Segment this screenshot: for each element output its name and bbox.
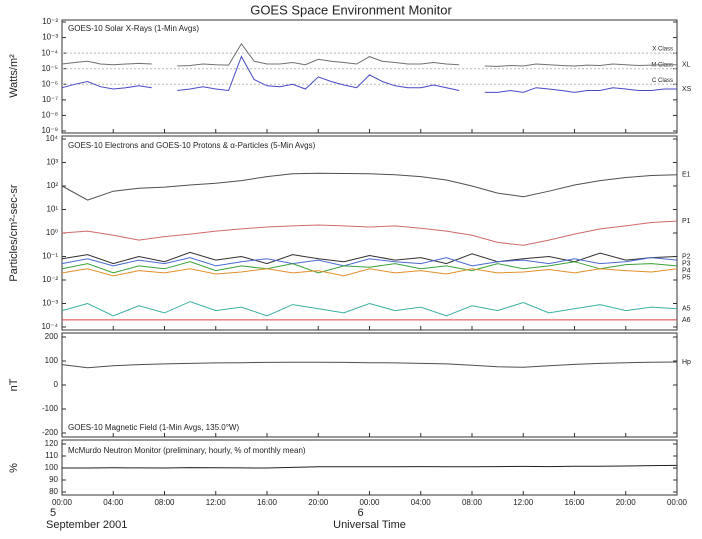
series-line [61, 55, 677, 93]
class-label: C Class [652, 78, 673, 84]
series-line [61, 268, 678, 277]
legend-label: P1 [682, 218, 691, 225]
y-tick-label: 80 [49, 487, 58, 496]
y-tick-label: 10⁻² [42, 17, 58, 26]
y-tick-label: 10⁻¹ [42, 252, 58, 261]
y-tick-label: -200 [42, 428, 59, 437]
legend-label: P4 [682, 267, 691, 274]
series-line [62, 464, 678, 469]
y-tick-label: 10⁻⁶ [42, 79, 58, 88]
day-label: 5 [50, 507, 56, 519]
panel-frame [61, 135, 678, 331]
y-tick-label: 10⁻⁴ [41, 322, 58, 331]
legend-label: P2 [682, 253, 691, 260]
x-tick-label: 20:00 [616, 498, 637, 507]
y-axis-label: nT [8, 378, 20, 391]
panel-frame [61, 332, 678, 438]
legend-label: XS [682, 86, 692, 93]
series-line [61, 172, 678, 201]
x-tick-label: 20:00 [308, 498, 329, 507]
y-tick-label: 120 [45, 439, 59, 448]
legend-label: E1 [682, 172, 691, 179]
series-line [61, 220, 678, 246]
y-tick-label: 0 [54, 380, 59, 389]
y-tick-label: 10³ [46, 158, 58, 167]
x-tick-label: 00:00 [667, 498, 688, 507]
y-tick-label: 200 [45, 332, 59, 341]
panel-title: McMurdo Neutron Monitor (preliminary, ho… [68, 446, 306, 455]
x-tick-label: 00:00 [359, 498, 380, 507]
y-tick-label: 100 [45, 463, 59, 472]
x-tick-label: 12:00 [206, 498, 227, 507]
x-tick-label: 16:00 [257, 498, 278, 507]
panel-frame [61, 19, 678, 134]
legend-label: Hp [682, 359, 691, 366]
y-tick-label: -100 [42, 404, 59, 413]
y-tick-label: 10⁻⁷ [42, 95, 58, 104]
legend-label: XL [682, 62, 691, 69]
legend-label: P5 [682, 274, 691, 281]
legend-label: P3 [682, 260, 691, 267]
y-tick-label: 10⁻³ [42, 33, 58, 42]
y-tick-label: 10² [46, 181, 58, 190]
class-label: M Class [651, 62, 673, 68]
series-line [61, 257, 678, 267]
legend-label: A6 [682, 317, 691, 324]
y-tick-label: 10⁻³ [42, 299, 58, 308]
x-tick-label: 04:00 [411, 498, 432, 507]
y-axis-label: % [8, 463, 20, 473]
y-tick-label: 100 [45, 356, 59, 365]
x-tick-label: 04:00 [103, 498, 124, 507]
y-tick-label: 90 [49, 475, 58, 484]
series-line [61, 42, 677, 67]
y-tick-label: 10⁻⁵ [42, 64, 58, 73]
y-tick-label: 10⁻⁹ [41, 126, 58, 135]
legend-label: A5 [682, 306, 691, 313]
series-line [61, 361, 678, 369]
panel-title: GOES-10 Electrons and GOES-10 Protons & … [68, 141, 316, 150]
y-tick-label: 10¹ [46, 205, 58, 214]
x-tick-label: 12:00 [513, 498, 534, 507]
x-tick-label: 08:00 [154, 498, 175, 507]
day-label: 6 [358, 507, 364, 519]
class-label: X Class [652, 47, 673, 53]
y-axis-label: Watts/m² [8, 54, 20, 98]
y-tick-label: 10⁻² [42, 275, 58, 284]
x-tick-label: 00:00 [52, 498, 73, 507]
panel-title: GOES-10 Magnetic Field (1-Min Avgs, 135.… [68, 423, 239, 432]
date-label: September 2001 [46, 519, 127, 531]
y-tick-label: 110 [45, 451, 58, 460]
panel-title: GOES-10 Solar X-Rays (1-Min Avgs) [68, 24, 199, 33]
y-tick-label: 10⁻⁸ [42, 111, 59, 120]
y-tick-label: 10⁻⁴ [41, 48, 58, 57]
y-tick-label: 10⁴ [46, 134, 59, 143]
x-axis-label: Universal Time [333, 519, 406, 531]
x-tick-label: 16:00 [564, 498, 585, 507]
series-line [61, 301, 678, 317]
chart-title: GOES Space Environment Monitor [250, 2, 452, 17]
y-axis-label: Particles/cm²-sec-sr [8, 184, 20, 282]
y-tick-label: 10⁰ [46, 228, 58, 237]
series-line [61, 261, 678, 274]
x-tick-label: 08:00 [462, 498, 483, 507]
